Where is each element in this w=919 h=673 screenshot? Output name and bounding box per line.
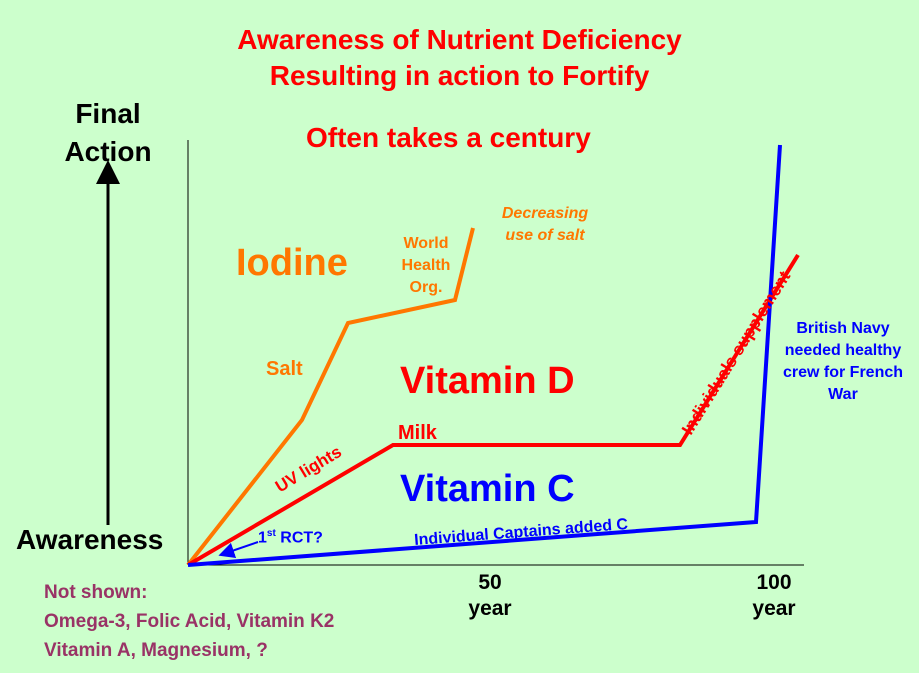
- tick-100-value: 100: [756, 571, 792, 594]
- decreasing-salt-label: Decreasing use of salt: [480, 203, 610, 247]
- title-line-2: Resulting in action to Fortify: [269, 60, 650, 91]
- tick-100-unit: year: [752, 597, 796, 620]
- vitamin-d-label: Vitamin D: [400, 360, 575, 402]
- vitamin-c-label: Vitamin C: [400, 468, 575, 510]
- rct-label: 1st RCT?: [258, 528, 323, 547]
- milk-label: Milk: [398, 422, 437, 444]
- rct-1: 1: [258, 529, 267, 547]
- tick-50-value: 50: [478, 571, 502, 594]
- navy-line: crew for French: [782, 364, 904, 381]
- action-label: Action: [64, 136, 152, 167]
- vitamin-d-line: [186, 253, 800, 567]
- title-line-1: Awareness of Nutrient Deficiency: [237, 24, 682, 55]
- not-shown-line: Omega-3, Folic Acid, Vitamin K2: [44, 611, 335, 632]
- vitamin-c-line: [187, 144, 782, 567]
- who-line: World: [403, 235, 449, 252]
- decreasing-line: Decreasing: [501, 205, 589, 222]
- who-line: Org.: [409, 279, 443, 296]
- decreasing-line: use of salt: [505, 227, 585, 244]
- rct-sup: st: [266, 528, 276, 539]
- final-label: Final: [75, 98, 141, 129]
- tick-100: 100 year: [724, 570, 824, 622]
- iodine-line: [186, 227, 475, 567]
- tick-50: 50 year: [440, 570, 540, 622]
- navy-line: War: [828, 386, 858, 403]
- who-line: Health: [401, 257, 451, 274]
- rct-arrow: [218, 541, 259, 558]
- iodine-label: Iodine: [236, 242, 348, 284]
- title: Awareness of Nutrient Deficiency Resulti…: [0, 22, 919, 94]
- who-label: World Health Org.: [386, 233, 466, 299]
- awareness-label: Awareness: [16, 524, 164, 555]
- navy-label: British Navy needed healthy crew for Fre…: [770, 318, 916, 406]
- navy-line: British Navy: [796, 320, 890, 337]
- tick-50-unit: year: [468, 597, 512, 620]
- rct-text: RCT?: [275, 529, 323, 547]
- subtitle: Often takes a century: [306, 122, 591, 153]
- salt-label: Salt: [266, 358, 303, 380]
- not-shown-line: Vitamin A, Magnesium, ?: [44, 640, 268, 661]
- not-shown-line: Not shown:: [44, 582, 148, 603]
- final-action-label: Final Action: [40, 95, 176, 171]
- navy-line: needed healthy: [784, 342, 902, 359]
- not-shown-note: Not shown: Omega-3, Folic Acid, Vitamin …: [44, 578, 334, 665]
